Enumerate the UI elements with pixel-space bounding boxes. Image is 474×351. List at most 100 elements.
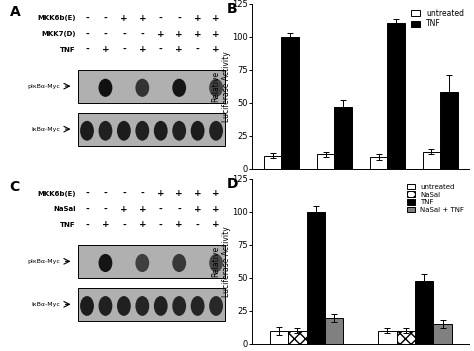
- Bar: [264, 155, 282, 169]
- Text: +: +: [138, 205, 146, 214]
- Ellipse shape: [172, 296, 186, 316]
- Text: -: -: [177, 205, 181, 214]
- Text: pIκBα-Myc: pIκBα-Myc: [27, 84, 61, 89]
- Text: B: B: [227, 2, 237, 16]
- Bar: [423, 152, 440, 169]
- Text: -: -: [85, 29, 89, 39]
- Text: +: +: [194, 205, 201, 214]
- Bar: [282, 37, 299, 169]
- Bar: [370, 157, 387, 169]
- Bar: [334, 107, 352, 169]
- Text: -: -: [177, 14, 181, 23]
- Text: +: +: [175, 45, 183, 54]
- Text: +: +: [212, 189, 220, 198]
- Text: -: -: [122, 189, 126, 198]
- Text: -: -: [159, 45, 163, 54]
- Text: +: +: [384, 194, 391, 203]
- Ellipse shape: [209, 254, 223, 272]
- Text: +: +: [175, 29, 183, 39]
- Ellipse shape: [136, 121, 149, 141]
- Text: +: +: [157, 189, 164, 198]
- Text: +: +: [212, 29, 220, 39]
- Ellipse shape: [136, 79, 149, 97]
- Ellipse shape: [99, 296, 112, 316]
- Ellipse shape: [117, 296, 131, 316]
- Text: TNF: TNF: [60, 47, 76, 53]
- Text: +: +: [212, 205, 220, 214]
- Text: IκBα-Myc: IκBα-Myc: [32, 302, 61, 307]
- Text: MKK7(D): MKK7(D): [41, 31, 76, 37]
- Ellipse shape: [209, 296, 223, 316]
- Ellipse shape: [80, 296, 94, 316]
- Bar: [78, 245, 225, 278]
- Text: -: -: [85, 205, 89, 214]
- Text: -: -: [104, 205, 107, 214]
- Text: -: -: [333, 194, 336, 203]
- Text: +: +: [212, 14, 220, 23]
- Text: A: A: [9, 5, 20, 19]
- Text: -: -: [196, 220, 200, 230]
- Text: -: -: [104, 14, 107, 23]
- Ellipse shape: [136, 254, 149, 272]
- Ellipse shape: [136, 296, 149, 316]
- Ellipse shape: [99, 121, 112, 141]
- Text: -: -: [85, 45, 89, 54]
- Text: +: +: [175, 220, 183, 230]
- Text: -: -: [122, 45, 126, 54]
- Ellipse shape: [209, 121, 223, 141]
- Text: D: D: [227, 177, 238, 191]
- Text: -: -: [85, 189, 89, 198]
- Text: -: -: [104, 189, 107, 198]
- Text: +: +: [138, 45, 146, 54]
- Bar: [317, 154, 334, 169]
- Text: +: +: [138, 220, 146, 230]
- Text: NaSal: NaSal: [53, 206, 76, 212]
- Text: +: +: [194, 189, 201, 198]
- Ellipse shape: [172, 121, 186, 141]
- Text: C: C: [9, 180, 20, 194]
- Text: +: +: [331, 182, 338, 191]
- Bar: [378, 331, 397, 344]
- Bar: [440, 92, 457, 169]
- Text: -: -: [122, 29, 126, 39]
- Text: +: +: [194, 14, 201, 23]
- Text: -: -: [385, 182, 389, 191]
- Text: MKK7(D): MKK7(D): [252, 194, 287, 200]
- Ellipse shape: [154, 296, 168, 316]
- Ellipse shape: [99, 254, 112, 272]
- Bar: [78, 288, 225, 321]
- Text: -: -: [85, 220, 89, 230]
- Legend: untreated, TNF: untreated, TNF: [409, 7, 465, 30]
- Bar: [307, 212, 325, 344]
- Ellipse shape: [191, 296, 205, 316]
- Bar: [78, 113, 225, 146]
- Ellipse shape: [172, 79, 186, 97]
- Text: -: -: [159, 220, 163, 230]
- Text: -: -: [196, 45, 200, 54]
- Ellipse shape: [209, 79, 223, 97]
- Ellipse shape: [172, 254, 186, 272]
- Text: +: +: [175, 189, 183, 198]
- Text: -: -: [159, 14, 163, 23]
- Text: +: +: [120, 14, 128, 23]
- Ellipse shape: [117, 121, 131, 141]
- Text: MKK6b(E): MKK6b(E): [252, 182, 291, 188]
- Ellipse shape: [99, 79, 112, 97]
- Bar: [434, 324, 452, 344]
- Text: +: +: [437, 182, 444, 191]
- Text: +: +: [101, 45, 109, 54]
- Text: -: -: [122, 220, 126, 230]
- Text: -: -: [140, 29, 144, 39]
- Ellipse shape: [191, 121, 205, 141]
- Bar: [270, 331, 288, 344]
- Ellipse shape: [154, 121, 168, 141]
- Text: IκBα-Myc: IκBα-Myc: [32, 127, 61, 132]
- Legend: untreated, NaSal, TNF, NaSal + TNF: untreated, NaSal, TNF, NaSal + TNF: [405, 182, 466, 214]
- Text: pIκBα-Myc: pIκBα-Myc: [27, 259, 61, 264]
- Text: -: -: [104, 29, 107, 39]
- Text: -: -: [280, 194, 283, 203]
- Text: +: +: [138, 14, 146, 23]
- Text: TNF: TNF: [60, 222, 76, 228]
- Bar: [397, 331, 415, 344]
- Bar: [387, 24, 405, 169]
